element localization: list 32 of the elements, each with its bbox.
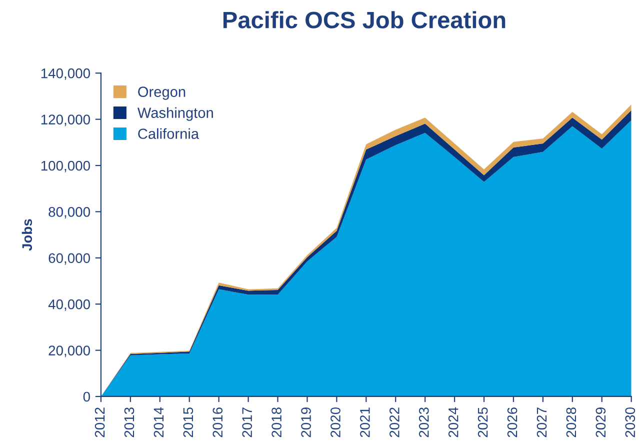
x-tick-label: 2023 [418, 408, 429, 438]
y-tick-label: 20,000 [48, 346, 90, 358]
x-tick-label: 2015 [183, 407, 194, 438]
y-tick-label: 40,000 [48, 299, 90, 311]
x-tick-label: 2014 [154, 407, 164, 438]
x-tick-label: 2019 [301, 408, 311, 438]
x-tick-label: 2016 [212, 408, 223, 438]
x-tick-label: 2017 [242, 408, 252, 438]
chart-title: Pacific OCS Job Creation [223, 11, 506, 28]
x-tick-label: 2013 [124, 408, 134, 438]
y-tick-label: 80,000 [48, 207, 90, 218]
x-tick-label: 2024 [448, 407, 458, 438]
x-tick-label: 2021 [360, 408, 370, 438]
legend-label: California [138, 128, 200, 139]
y-axis-title: Jobs [22, 219, 32, 251]
x-tick-label: 2029 [596, 408, 606, 438]
y-tick-label: 100,000 [41, 160, 90, 172]
y-tick-label: 0 [83, 392, 90, 402]
x-tick-label: 2027 [536, 408, 547, 438]
x-tick-label: 2026 [507, 408, 518, 438]
legend-label: Oregon [138, 86, 186, 100]
y-tick-label: 120,000 [41, 114, 90, 126]
y-tick-label: 60,000 [48, 253, 90, 265]
x-tick-label: 2018 [272, 408, 282, 438]
y-tick-label: 140,000 [41, 68, 90, 80]
x-tick-label: 2028 [566, 408, 576, 438]
x-tick-label: 2025 [478, 407, 488, 438]
x-tick-label: 2022 [390, 408, 400, 438]
x-tick-label: 2020 [330, 407, 340, 438]
x-tick-label: 2030 [625, 407, 636, 438]
legend-label: Washington [137, 107, 213, 121]
x-tick-label: 2012 [94, 408, 105, 438]
